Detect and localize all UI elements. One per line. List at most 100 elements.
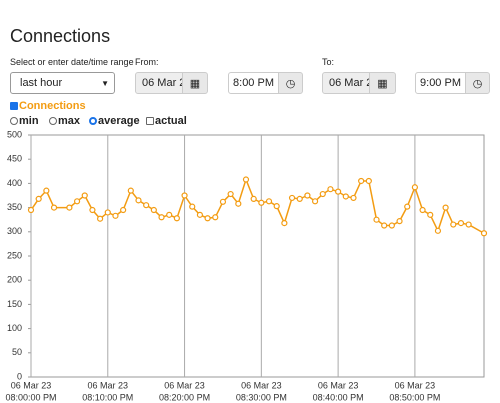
x-tick-time: 08:50:00 PM — [389, 392, 440, 402]
range-select-value: last hour — [20, 77, 63, 89]
to-label: To: — [322, 57, 335, 67]
option-max[interactable]: max — [49, 115, 80, 127]
y-tick-label: 250 — [7, 250, 22, 260]
option-average[interactable]: average — [89, 115, 140, 127]
to-clock-button[interactable]: ◷ — [465, 72, 490, 94]
series-toggle-label: Connections — [19, 100, 86, 112]
range-label: Select or enter date/time range — [10, 57, 134, 67]
range-select[interactable]: last hour ▼ — [10, 72, 115, 94]
option-actual[interactable]: actual — [146, 115, 187, 127]
option-label: max — [58, 115, 81, 127]
y-tick-label: 400 — [7, 178, 22, 188]
from-calendar-button[interactable]: ▦ — [182, 72, 208, 94]
point — [304, 192, 311, 199]
point — [381, 222, 388, 229]
from-date[interactable]: 06 Mar 23 — [135, 72, 183, 94]
to-date[interactable]: 06 Mar 23 — [322, 72, 370, 94]
point — [196, 211, 204, 218]
from-date-value: 06 Mar 23 — [142, 77, 182, 89]
point — [258, 199, 265, 206]
point — [288, 194, 296, 202]
point — [273, 203, 280, 210]
point — [442, 204, 449, 211]
y-tick-label: 300 — [7, 226, 22, 236]
radio — [89, 117, 97, 125]
series-line — [30, 177, 485, 234]
y-tick-label: 0 — [17, 371, 22, 381]
checkbox — [10, 102, 18, 110]
x-tick-date: 06 Mar 23 — [318, 380, 359, 390]
select-arrow: ▼ — [101, 78, 109, 88]
point — [112, 212, 119, 219]
point — [319, 190, 326, 198]
point — [404, 203, 411, 210]
from-time[interactable]: 8:00 PM — [228, 72, 279, 94]
point — [204, 215, 211, 222]
point — [411, 184, 418, 191]
from-time-value: 8:00 PM — [233, 77, 274, 89]
point — [365, 177, 372, 185]
point — [342, 193, 349, 200]
point — [27, 206, 35, 214]
point — [97, 215, 104, 222]
series-toggle[interactable]: Connections — [10, 100, 86, 112]
point — [480, 230, 488, 237]
to-time-value: 9:00 PM — [420, 77, 461, 89]
point — [465, 221, 472, 228]
x-tick-time: 08:10:00 PM — [82, 392, 133, 402]
point — [358, 177, 365, 185]
to-time[interactable]: 9:00 PM — [415, 72, 466, 94]
x-tick-date: 06 Mar 23 — [241, 380, 282, 390]
point — [81, 192, 88, 199]
x-tick-time: 08:40:00 PM — [313, 392, 364, 402]
point — [166, 211, 173, 218]
point — [50, 204, 58, 211]
point — [135, 197, 142, 204]
x-tick-date: 06 Mar 23 — [395, 380, 436, 390]
y-tick-label: 200 — [7, 275, 22, 285]
point — [450, 221, 457, 228]
point — [396, 218, 403, 225]
point — [388, 222, 395, 229]
point — [127, 187, 134, 194]
to-calendar-button[interactable]: ▦ — [369, 72, 396, 94]
point — [189, 203, 196, 210]
point — [227, 190, 234, 198]
x-tick-time: 08:20:00 PM — [159, 392, 210, 402]
point — [143, 202, 150, 209]
point — [73, 198, 81, 205]
point — [427, 211, 434, 218]
point — [235, 200, 242, 207]
point — [327, 186, 334, 193]
y-tick-label: 100 — [7, 323, 22, 333]
x-tick-date: 06 Mar 23 — [11, 380, 52, 390]
point — [457, 219, 465, 227]
point — [181, 192, 188, 199]
point — [43, 187, 50, 194]
option-min[interactable]: min — [10, 115, 39, 127]
point — [212, 214, 219, 221]
point — [150, 206, 157, 214]
point — [350, 194, 357, 202]
point — [158, 214, 165, 221]
point — [373, 216, 380, 223]
point — [66, 204, 73, 211]
point — [89, 206, 96, 214]
x-tick-time: 08:30:00 PM — [236, 392, 287, 402]
from-clock-button[interactable]: ◷ — [278, 72, 303, 94]
point — [219, 198, 227, 205]
point — [242, 176, 250, 183]
checkbox — [146, 117, 154, 125]
y-tick-label: 350 — [7, 202, 22, 212]
point — [311, 198, 319, 205]
x-tick-time: 08:00:00 PM — [5, 392, 56, 402]
point — [104, 209, 111, 216]
radio — [49, 117, 57, 125]
point — [120, 206, 127, 214]
radio — [10, 117, 18, 125]
point — [265, 198, 273, 205]
page-title: Connections — [10, 26, 111, 46]
from-label: From: — [135, 57, 159, 67]
point — [335, 188, 342, 195]
